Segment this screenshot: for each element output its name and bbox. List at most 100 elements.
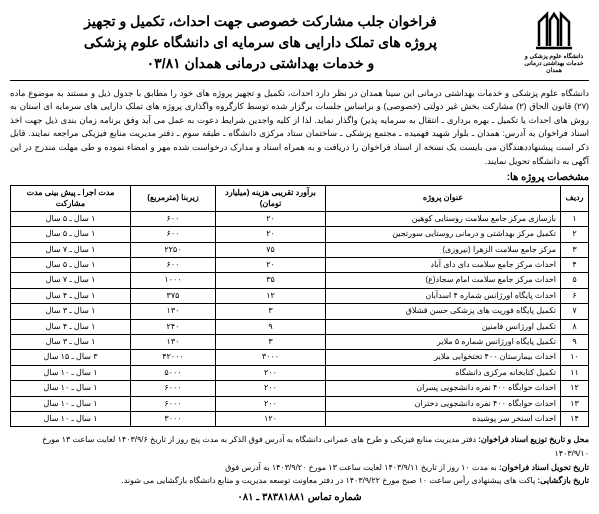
table-cell: تکمیل پایگاه اورژانس شماره ۵ ملایر [326, 335, 561, 350]
table-cell: احداث مرکز جامع سلامت دای دای آباد [326, 258, 561, 273]
table-cell: ۳۰۰۰ [216, 350, 326, 365]
col-area: زیربنا (مترمربع) [131, 186, 216, 212]
col-index: ردیف [561, 186, 589, 212]
table-cell: ۲ [561, 227, 589, 242]
body-paragraph: دانشگاه علوم پزشکی و خدمات بهداشتی درمان… [10, 87, 589, 169]
table-cell: ۶۰۰ [131, 258, 216, 273]
header-row: دانشگاه علوم پزشکی و خدمات بهداشتی درمان… [10, 10, 589, 76]
col-project-name: عنوان پروژه [326, 186, 561, 212]
footer-line-3: تاریخ بازگشایی: پاکت های پیشنهادی رأس سا… [10, 474, 589, 488]
table-cell: احداث مرکز جامع سلامت امام سجاد(ع) [326, 273, 561, 288]
table-row: ۸تکمیل اورژانس فامنین۹۲۴۰۱ سال ـ ۴ سال [11, 319, 589, 334]
table-cell: ۳۰۰۰ [131, 411, 216, 426]
table-cell: ۱ سال ـ ۱۰ سال [11, 365, 131, 380]
table-cell: ۹ [216, 319, 326, 334]
table-cell: ۲۰۰ [216, 365, 326, 380]
footer-label-3: تاریخ بازگشایی: [537, 476, 589, 485]
table-cell: ۸ [561, 319, 589, 334]
table-cell: ۲۰۰ [216, 396, 326, 411]
table-cell: ۱ سال ـ ۵ سال [11, 227, 131, 242]
logo-block: دانشگاه علوم پزشکی و خدمات بهداشتی درمان… [519, 10, 589, 76]
table-cell: ۶ [561, 288, 589, 303]
table-cell: ۱ سال ـ ۱۰ سال [11, 381, 131, 396]
table-cell: ۳ [216, 335, 326, 350]
divider [10, 80, 589, 81]
footer-label-1: محل و تاریخ توزیع اسناد فراخوان: [478, 435, 589, 444]
table-cell: ۴۲۰۰۰ [131, 350, 216, 365]
table-row: ۶احداث پایگاه اورژانس شماره ۴ اسدآبان۱۲۳… [11, 288, 589, 303]
table-cell: ۱۲۰ [216, 411, 326, 426]
table-row: ۱۱تکمیل کتابخانه مرکزی دانشگاه۲۰۰۵۰۰۰۱ س… [11, 365, 589, 380]
footer-block: محل و تاریخ توزیع اسناد فراخوان: دفتر مد… [10, 433, 589, 487]
table-cell: ۳ سال ـ ۱۵ سال [11, 350, 131, 365]
announcement-page: دانشگاه علوم پزشکی و خدمات بهداشتی درمان… [0, 0, 599, 513]
projects-table: ردیف عنوان پروژه برآورد تقریبی هزینه (می… [10, 185, 589, 427]
table-cell: تکمیل مرکز بهداشتی و درمانی روستایی سورت… [326, 227, 561, 242]
table-cell: ۱۱ [561, 365, 589, 380]
table-cell: ۱ سال ـ ۵ سال [11, 258, 131, 273]
table-cell: ۲۴۰ [131, 319, 216, 334]
table-cell: ۱۳۰ [131, 335, 216, 350]
table-cell: ۱ سال ـ ۴ سال [11, 288, 131, 303]
table-cell: تکمیل اورژانس فامنین [326, 319, 561, 334]
table-cell: احداث خوابگاه ۴۰۰ نفره دانشجویی پسران [326, 381, 561, 396]
col-cost: برآورد تقریبی هزینه (میلیارد تومان) [216, 186, 326, 212]
table-cell: ۱ سال ـ ۱۰ سال [11, 396, 131, 411]
table-cell: ۶۰۰ [131, 227, 216, 242]
title-line-1: فراخوان جلب مشارکت خصوصی جهت احداث، تکمی… [10, 11, 511, 32]
table-cell: ۱ سال ـ ۷ سال [11, 273, 131, 288]
table-row: ۱۴احداث استخر سر پوشیده۱۲۰۳۰۰۰۱ سال ـ ۱۰… [11, 411, 589, 426]
title-block: فراخوان جلب مشارکت خصوصی جهت احداث، تکمی… [10, 11, 511, 74]
table-row: ۱۲احداث خوابگاه ۴۰۰ نفره دانشجویی پسران۲… [11, 381, 589, 396]
table-cell: ۱ سال ـ ۵ سال [11, 211, 131, 226]
table-cell: ۳۷۵ [131, 288, 216, 303]
table-row: ۱۰احداث بیمارستان ۴۰۰ تختخوابی ملایر۳۰۰۰… [11, 350, 589, 365]
table-cell: ۷۵ [216, 242, 326, 257]
table-cell: ۱۲ [561, 381, 589, 396]
table-row: ۵احداث مرکز جامع سلامت امام سجاد(ع)۳۵۱۰۰… [11, 273, 589, 288]
table-cell: ۱ سال ـ ۷ سال [11, 242, 131, 257]
table-cell: ۱ [561, 211, 589, 226]
table-row: ۷تکمیل پایگاه فوریت های پزشکی حسن قشلاق۳… [11, 304, 589, 319]
table-cell: تکمیل پایگاه فوریت های پزشکی حسن قشلاق [326, 304, 561, 319]
table-cell: ۱ سال ـ ۴ سال [11, 319, 131, 334]
col-duration: مدت اجرا ـ پیش بینی مدت مشارکت [11, 186, 131, 212]
table-cell: مرکز جامع سلامت الزهرا (نیروزی) [326, 242, 561, 257]
footer-text-2: به مدت ۱۰ روز از تاریخ ۱۴۰۳/۹/۱۱ لغایت س… [225, 463, 499, 472]
table-cell: ۷ [561, 304, 589, 319]
table-cell: ۱ سال ـ ۱۰ سال [11, 411, 131, 426]
table-cell: ۲۰ [216, 258, 326, 273]
table-cell: ۱۰ [561, 350, 589, 365]
table-cell: ۲۰ [216, 211, 326, 226]
table-cell: ۱ سال ـ ۳ سال [11, 304, 131, 319]
contact-phone: شماره تماس ۳۸۳۸۱۸۸۱ ـ ۰۸۱ [10, 492, 589, 503]
table-cell: ۳ [561, 242, 589, 257]
table-cell: ۱۴ [561, 411, 589, 426]
table-row: ۹تکمیل پایگاه اورژانس شماره ۵ ملایر۳۱۳۰۱… [11, 335, 589, 350]
projects-section-title: مشخصات پروژه ها: [10, 172, 589, 183]
table-cell: احداث پایگاه اورژانس شماره ۴ اسدآبان [326, 288, 561, 303]
table-cell: ۵۰۰۰ [131, 365, 216, 380]
table-cell: ۶۰۰ [131, 211, 216, 226]
table-cell: ۹ [561, 335, 589, 350]
footer-line-2: تاریخ تحویل اسناد فراخوان: به مدت ۱۰ روز… [10, 461, 589, 475]
title-line-3: و خدمات بهداشتی درمانی همدان ۰۳/۸۱ [10, 53, 511, 74]
table-row: ۲تکمیل مرکز بهداشتی و درمانی روستایی سور… [11, 227, 589, 242]
table-cell: ۱۲ [216, 288, 326, 303]
table-cell: ۶۰۰۰ [131, 381, 216, 396]
table-cell: تکمیل کتابخانه مرکزی دانشگاه [326, 365, 561, 380]
footer-line-1: محل و تاریخ توزیع اسناد فراخوان: دفتر مد… [10, 433, 589, 460]
table-row: ۴احداث مرکز جامع سلامت دای دای آباد۲۰۶۰۰… [11, 258, 589, 273]
table-row: ۱بازسازی مرکز جامع سلامت روستایی کوهین۲۰… [11, 211, 589, 226]
table-cell: ۴ [561, 258, 589, 273]
table-cell: ۲۰۰ [216, 381, 326, 396]
table-cell: ۲۲۵۰ [131, 242, 216, 257]
table-cell: ۶۰۰۰ [131, 396, 216, 411]
university-logo-icon [533, 10, 575, 52]
footer-label-2: تاریخ تحویل اسناد فراخوان: [499, 463, 589, 472]
table-cell: ۱۳۰ [131, 304, 216, 319]
logo-caption: دانشگاه علوم پزشکی و خدمات بهداشتی درمان… [519, 54, 589, 76]
table-row: ۱۳احداث خوابگاه ۴۰۰ نفره دانشجویی دختران… [11, 396, 589, 411]
table-cell: ۱۳ [561, 396, 589, 411]
table-cell: ۱۰۰۰ [131, 273, 216, 288]
